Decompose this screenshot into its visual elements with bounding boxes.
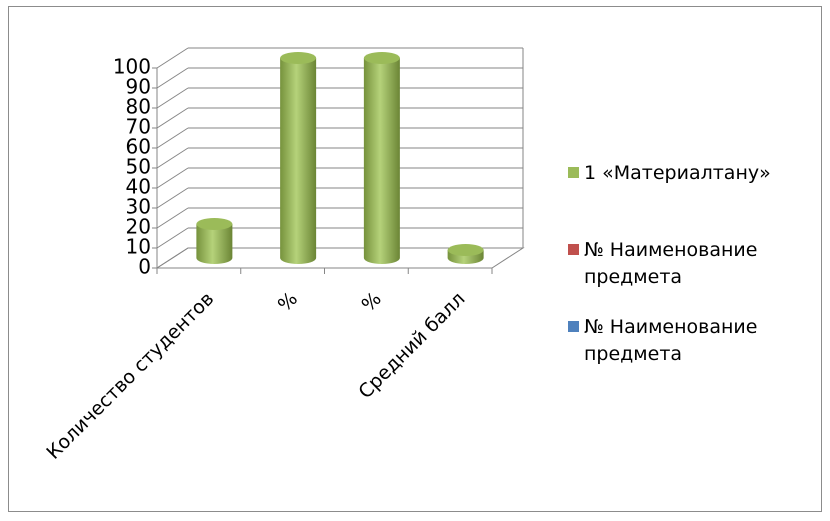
legend-swatch	[568, 167, 579, 178]
bar	[280, 58, 317, 264]
grid-line	[156, 247, 189, 269]
grid-line	[156, 67, 189, 89]
legend-label: № Наименование предмета	[584, 239, 758, 288]
legend-label: № Наименование предмета	[584, 316, 758, 365]
grid-line	[156, 107, 189, 129]
y-tick-label: 90	[126, 75, 151, 99]
y-tick-label: 80	[126, 95, 151, 119]
grid-line	[156, 87, 189, 109]
y-tick-label: 40	[126, 175, 151, 199]
y-tick-label: 50	[126, 155, 151, 179]
legend-swatch	[568, 321, 579, 332]
legend-label: 1 «Материалтану»	[584, 162, 771, 184]
legend-swatch	[568, 244, 579, 255]
y-tick-label: 0	[138, 255, 151, 279]
bar-top	[363, 52, 400, 64]
y-tick-label: 100	[113, 55, 151, 79]
chart-border	[8, 6, 822, 512]
bar-top	[196, 218, 233, 230]
bar-top	[447, 244, 484, 256]
bar-top	[280, 52, 317, 64]
bar	[196, 224, 233, 264]
y-tick-label: 10	[126, 235, 151, 259]
legend-entry: № Наименование предмета	[568, 237, 818, 291]
grid-line	[156, 47, 189, 69]
y-tick-label: 30	[126, 195, 151, 219]
grid-line	[156, 127, 189, 149]
y-tick-label: 60	[126, 135, 151, 159]
grid-line	[156, 147, 189, 169]
bar	[363, 58, 400, 264]
grid-line	[156, 207, 189, 229]
legend-entry: № Наименование предмета	[568, 314, 818, 368]
legend-entry: 1 «Материалтану»	[568, 160, 818, 187]
y-tick-label: 20	[126, 215, 151, 239]
grid-line	[156, 227, 189, 249]
grid-line	[156, 167, 189, 189]
y-tick-label: 70	[126, 115, 151, 139]
grid-line	[156, 187, 189, 209]
